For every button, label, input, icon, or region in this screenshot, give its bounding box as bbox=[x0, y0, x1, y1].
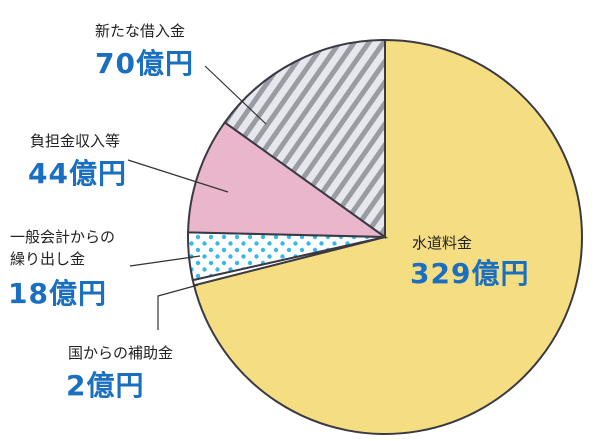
pie-slice bbox=[223, 38, 386, 239]
slice-label: 一般会計からの 繰り出し金 bbox=[10, 228, 116, 268]
value-label: 44億円 bbox=[28, 157, 127, 190]
leader-line bbox=[129, 255, 201, 267]
value-label: 329億円 bbox=[410, 257, 530, 290]
slice-label: 国からの補助金 bbox=[68, 344, 174, 362]
pie-slice bbox=[187, 121, 389, 239]
leader-line bbox=[157, 284, 199, 330]
slice-label: 水道料金 bbox=[412, 234, 473, 252]
pie-slice bbox=[192, 38, 583, 435]
value-label: 18億円 bbox=[8, 277, 107, 310]
slice-label: 新たな借入金 bbox=[95, 22, 186, 40]
leader-line bbox=[127, 159, 229, 193]
value-label: 70億円 bbox=[95, 47, 194, 80]
slice-label: 負担金収入等 bbox=[30, 132, 121, 150]
value-label: 2億円 bbox=[66, 369, 145, 402]
leader-line bbox=[204, 65, 267, 125]
